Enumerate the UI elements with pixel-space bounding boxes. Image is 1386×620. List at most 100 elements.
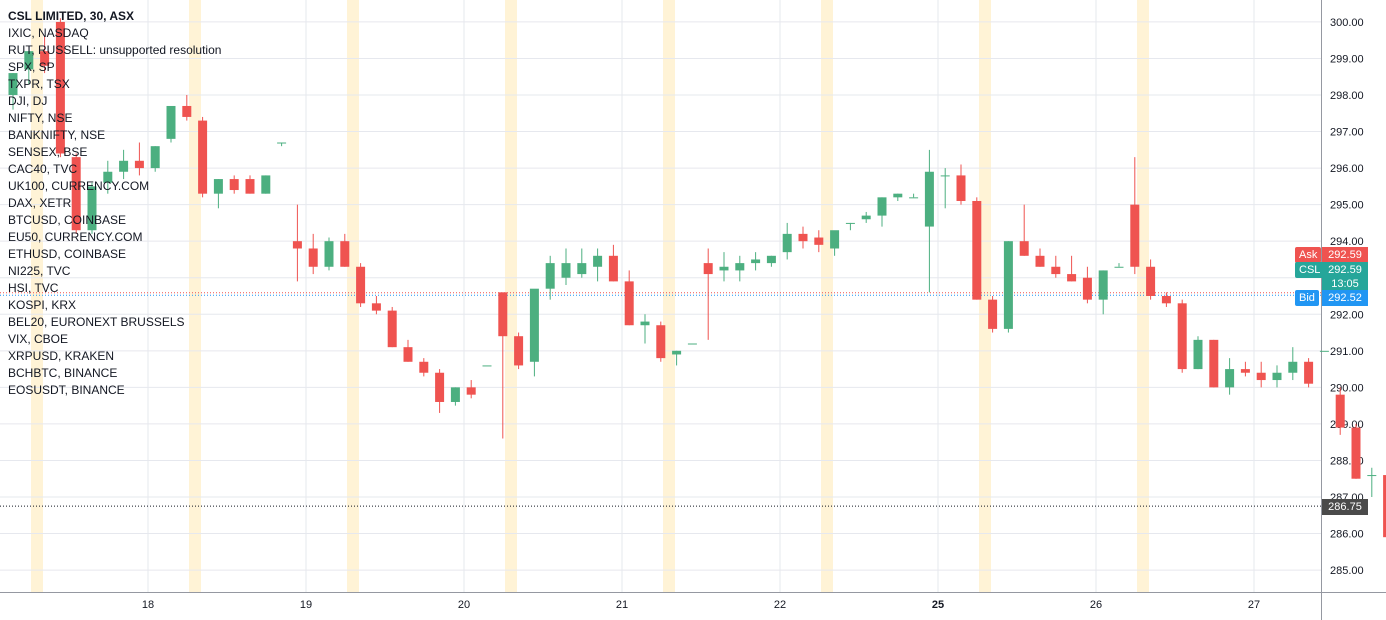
candle-body — [371, 303, 381, 311]
session-band — [31, 0, 43, 592]
candle-body — [466, 387, 476, 395]
candle-body — [166, 105, 176, 139]
y-tick-label: 290.00 — [1330, 382, 1364, 394]
candle-body — [830, 230, 840, 249]
candle-body — [640, 321, 650, 326]
candle-body — [261, 175, 271, 194]
candle-body — [608, 255, 618, 282]
candle-body — [845, 222, 855, 224]
candle-body — [1319, 350, 1329, 352]
candle-body — [545, 263, 555, 289]
candle-body — [577, 263, 587, 275]
candle-body — [1351, 427, 1361, 479]
candle-body — [940, 175, 950, 177]
candle-body — [1256, 372, 1266, 381]
candle-body — [514, 336, 524, 366]
candle-body — [213, 179, 223, 194]
y-tick-label: 292.00 — [1330, 309, 1364, 321]
crosshair-price-label: 286.75 — [1322, 499, 1368, 515]
candle-body — [403, 347, 413, 362]
y-tick-label: 298.00 — [1330, 90, 1364, 102]
candle-body — [1098, 270, 1108, 300]
candle-body — [387, 310, 397, 348]
candle-body — [1161, 296, 1171, 304]
x-tick-label: 26 — [1090, 599, 1102, 611]
candle-body — [1367, 475, 1377, 477]
candle-body — [988, 299, 998, 329]
candle-body — [1383, 475, 1386, 538]
candle-body — [1272, 372, 1282, 381]
candle-body — [766, 255, 776, 264]
y-tick-label: 291.00 — [1330, 346, 1364, 358]
y-tick-label: 295.00 — [1330, 200, 1364, 212]
candle-body — [450, 387, 460, 402]
candle-body — [1130, 204, 1140, 267]
candle-body — [798, 233, 808, 242]
ask-tag: Ask — [1295, 247, 1322, 263]
session-band — [347, 0, 359, 592]
session-band — [979, 0, 991, 592]
candle-body — [972, 200, 982, 300]
y-tick-label: 285.00 — [1330, 565, 1364, 577]
x-tick-label: 18 — [142, 599, 154, 611]
candle-body — [751, 259, 761, 264]
candle-body — [1051, 266, 1061, 275]
candle-body — [8, 73, 18, 96]
candle-body — [1114, 266, 1124, 268]
last-price-box: 292.59 13:05 — [1322, 262, 1368, 291]
y-tick-label: 300.00 — [1330, 17, 1364, 29]
candle-body — [687, 343, 697, 345]
candle-body — [703, 263, 713, 275]
symbol-tag: CSL — [1295, 262, 1325, 278]
candle-body — [672, 350, 682, 355]
candle-body — [861, 215, 871, 220]
candle-body — [1067, 274, 1077, 282]
candle-body — [308, 248, 318, 267]
bid-price-label: 292.52 — [1322, 290, 1368, 306]
session-band — [505, 0, 517, 592]
candle-body — [119, 160, 129, 172]
candle-body — [1082, 277, 1092, 300]
candle-body — [1335, 394, 1345, 428]
x-tick-label: 20 — [458, 599, 470, 611]
y-tick-label: 286.00 — [1330, 529, 1364, 541]
bid-tag: Bid — [1295, 290, 1319, 306]
candle-body — [1177, 303, 1187, 370]
candle-body — [55, 21, 65, 154]
candle-body — [1146, 266, 1156, 296]
x-tick-label: 27 — [1248, 599, 1260, 611]
session-band — [189, 0, 201, 592]
candle-body — [1019, 241, 1029, 256]
candle-body — [71, 157, 81, 231]
candle-body — [956, 175, 966, 201]
ask-price-label: 292.59 — [1322, 247, 1368, 263]
candle-body — [1003, 241, 1013, 329]
candle-body — [245, 179, 255, 194]
y-tick-label: 294.00 — [1330, 236, 1364, 248]
candle-body — [782, 233, 792, 253]
candle-body — [893, 193, 903, 198]
last-price-label: 292.59 — [1328, 264, 1362, 276]
candle-body — [1240, 369, 1250, 373]
candle-body — [198, 120, 208, 194]
candle-body — [292, 241, 302, 249]
candle-body — [182, 105, 192, 117]
candle-body — [150, 146, 160, 169]
session-band — [1137, 0, 1149, 592]
candle-body — [24, 51, 34, 70]
candle-body — [87, 186, 97, 231]
candle-body — [482, 365, 492, 367]
candle-body — [1193, 339, 1203, 370]
y-tick-label: 299.00 — [1330, 53, 1364, 65]
candle-body — [924, 171, 934, 227]
candle-body — [103, 171, 113, 183]
y-tick-label: 296.00 — [1330, 163, 1364, 175]
candle-body — [356, 266, 366, 304]
candle-body — [1209, 339, 1219, 388]
candle-body — [529, 288, 539, 362]
candle-body — [1288, 361, 1298, 373]
candle-body — [498, 292, 508, 337]
candle-body — [277, 142, 287, 144]
session-band — [663, 0, 675, 592]
